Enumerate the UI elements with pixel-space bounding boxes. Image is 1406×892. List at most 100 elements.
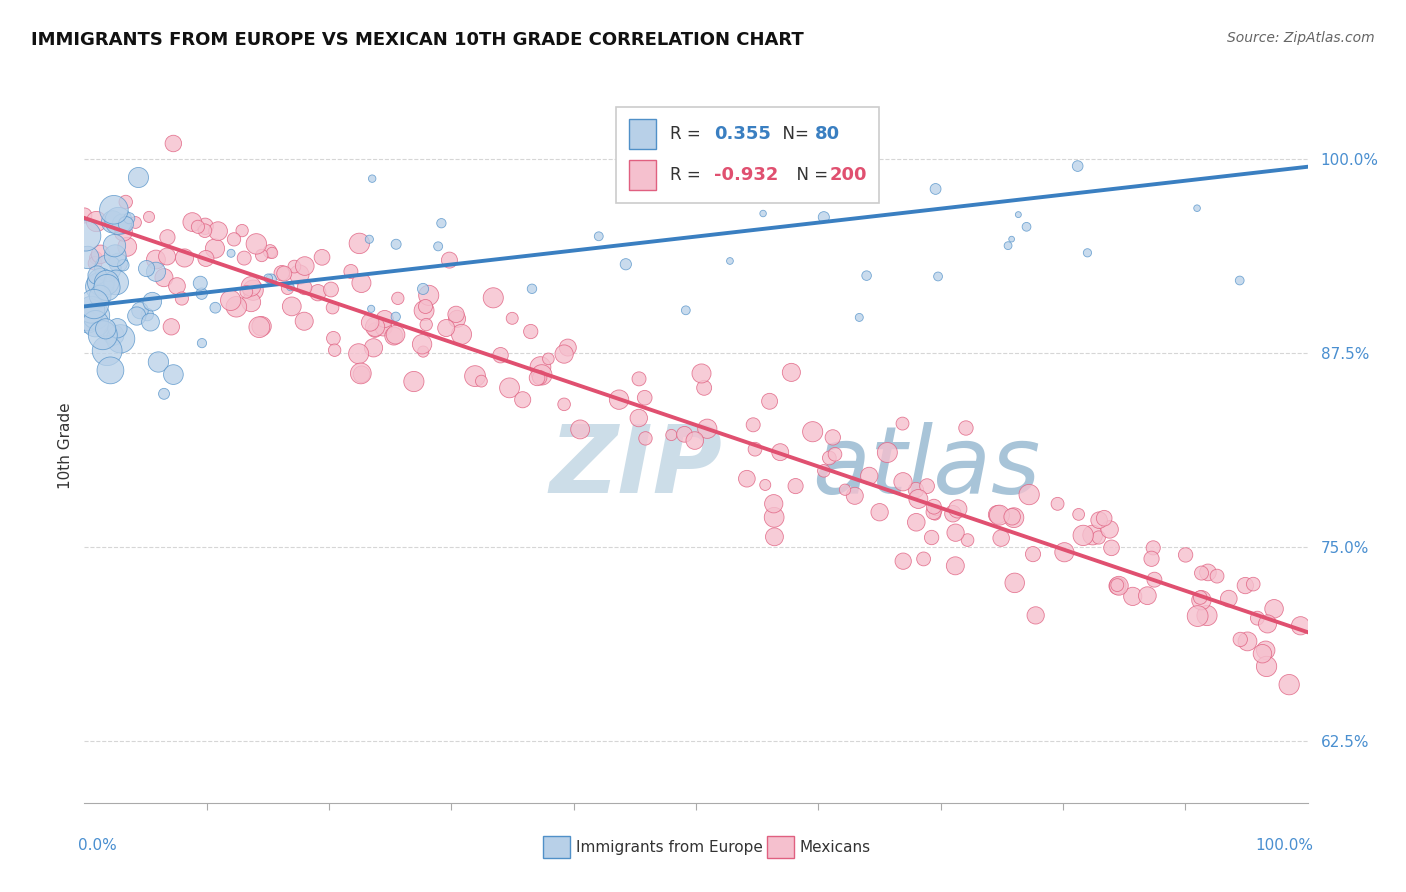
Point — [84, 317, 107, 331]
Point — [349, 236, 371, 251]
Point — [904, 483, 927, 497]
Point — [628, 372, 651, 386]
Bar — [628, 160, 655, 190]
Point — [307, 285, 329, 300]
Point — [257, 271, 280, 285]
Point — [233, 251, 256, 265]
Point — [482, 291, 505, 305]
Point — [813, 464, 835, 478]
Point — [1053, 545, 1076, 559]
Point — [103, 238, 125, 252]
Point — [374, 312, 396, 326]
Point — [107, 214, 129, 228]
Point — [129, 303, 152, 318]
Text: ZIP: ZIP — [550, 421, 723, 514]
Point — [1101, 541, 1123, 555]
Point — [912, 552, 935, 566]
Point — [361, 171, 384, 186]
Text: -0.932: -0.932 — [714, 166, 779, 184]
Point — [1246, 611, 1268, 625]
Point — [520, 282, 543, 296]
Point — [946, 502, 969, 516]
Point — [84, 256, 107, 270]
Point — [925, 503, 948, 517]
Text: 200: 200 — [830, 166, 868, 184]
Point — [869, 505, 891, 519]
Point — [89, 279, 111, 293]
Point — [77, 315, 100, 329]
Point — [1004, 575, 1026, 590]
Point — [758, 394, 780, 409]
Point — [373, 321, 395, 335]
Point — [1189, 591, 1212, 605]
Point — [322, 331, 344, 345]
Point — [1107, 578, 1129, 592]
Point — [402, 375, 425, 389]
Point — [1081, 528, 1104, 542]
Point — [359, 315, 381, 329]
Point — [139, 315, 162, 329]
Point — [997, 238, 1019, 252]
Point — [834, 483, 856, 497]
Point — [240, 295, 263, 310]
Point — [170, 292, 193, 306]
Point — [891, 475, 914, 489]
Point — [1229, 632, 1251, 647]
Point — [173, 251, 195, 265]
Point — [280, 280, 302, 294]
Point — [1187, 609, 1209, 624]
Point — [955, 421, 977, 435]
Point — [89, 247, 111, 261]
Point — [858, 469, 880, 483]
Point — [1018, 487, 1040, 501]
Point — [876, 445, 898, 459]
Point — [943, 558, 966, 573]
Point — [526, 371, 548, 385]
Point — [347, 347, 370, 361]
Point — [1142, 541, 1164, 555]
Point — [262, 246, 284, 260]
Point — [207, 224, 229, 238]
Point — [489, 348, 512, 362]
Point — [160, 319, 183, 334]
Point — [84, 309, 107, 323]
Point — [1195, 608, 1218, 623]
Point — [945, 525, 967, 540]
Point — [204, 301, 226, 315]
Point — [115, 217, 138, 231]
Point — [418, 288, 440, 302]
Point — [434, 321, 457, 335]
Point — [162, 136, 184, 151]
Point — [247, 320, 270, 334]
Point — [430, 216, 453, 230]
Point — [927, 269, 949, 284]
Point — [1140, 551, 1163, 566]
Point — [529, 370, 551, 384]
Point — [260, 272, 283, 286]
Point — [1098, 523, 1121, 537]
Point — [924, 508, 946, 522]
Point — [415, 300, 437, 314]
Point — [762, 497, 785, 511]
Point — [905, 516, 928, 530]
Point — [111, 217, 134, 231]
Point — [690, 367, 713, 381]
Point — [818, 450, 841, 465]
Point — [659, 428, 682, 442]
Point — [942, 507, 965, 521]
Point — [1122, 590, 1144, 604]
Bar — [543, 836, 569, 858]
Point — [1191, 566, 1213, 580]
Point — [634, 391, 657, 405]
Point — [1076, 245, 1098, 260]
Point — [194, 224, 217, 238]
Point — [76, 251, 98, 265]
Point — [512, 392, 534, 407]
Point — [1067, 508, 1090, 522]
Text: Source: ZipAtlas.com: Source: ZipAtlas.com — [1227, 31, 1375, 45]
Point — [1046, 497, 1069, 511]
Point — [891, 417, 914, 431]
Point — [166, 279, 188, 293]
Point — [1234, 578, 1257, 592]
Point — [921, 531, 943, 545]
